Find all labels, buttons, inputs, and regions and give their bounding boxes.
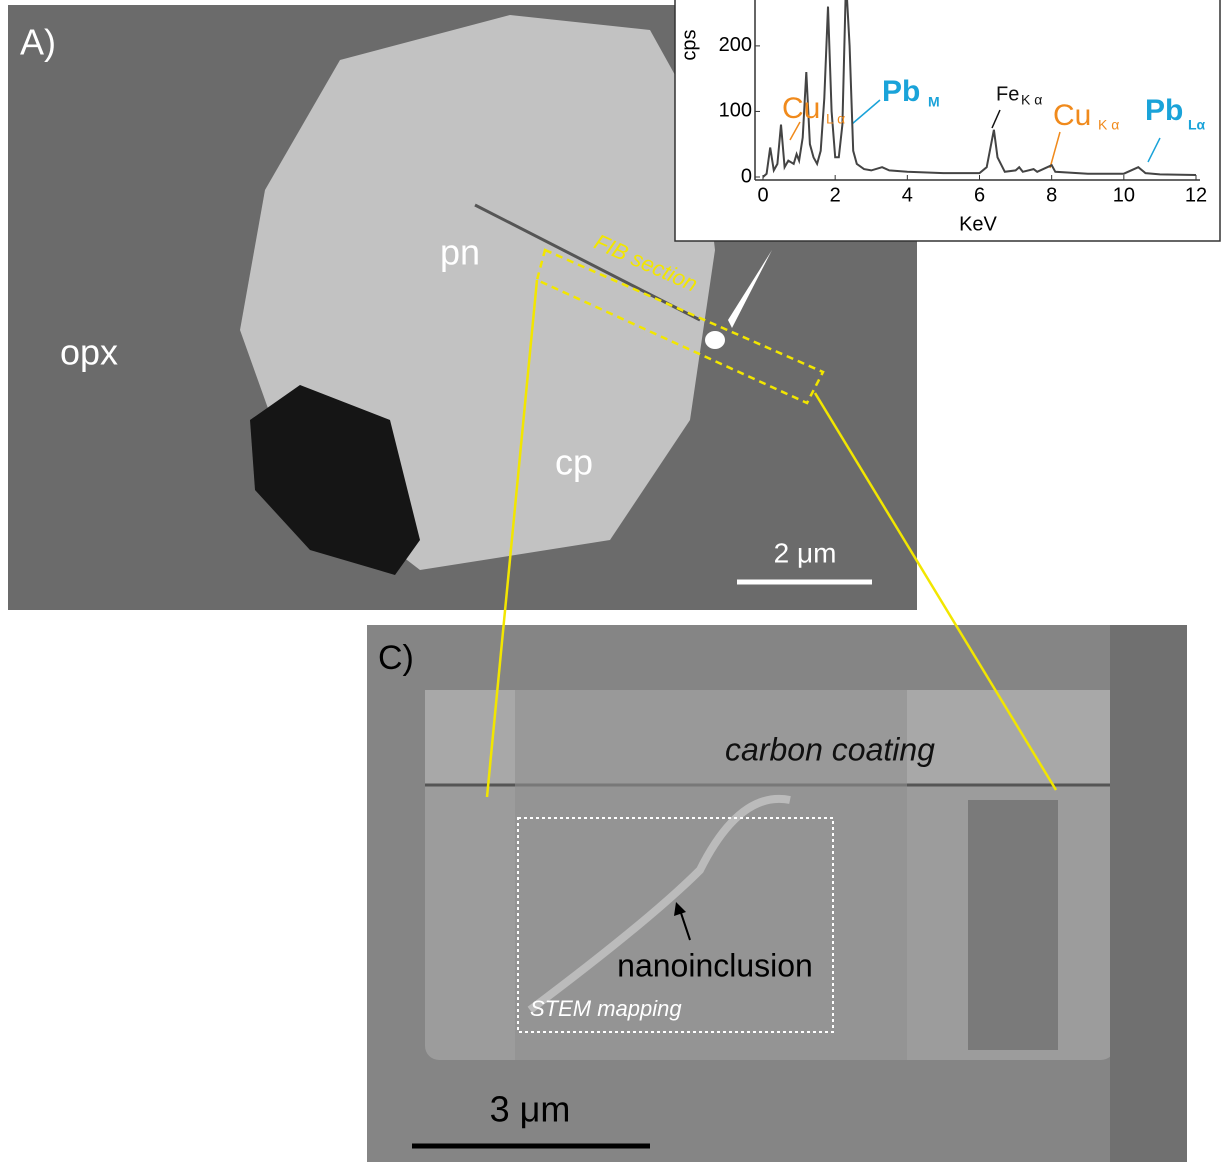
peak-label: Fe — [996, 83, 1019, 105]
y-axis-label: cps — [678, 29, 700, 60]
y-tick-label: 200 — [719, 34, 752, 56]
side-block — [968, 800, 1058, 1050]
scale-label: 3 μm — [490, 1089, 571, 1130]
peak-subscript: M — [928, 94, 940, 110]
phase-label: cp — [555, 442, 593, 483]
x-tick-label: 0 — [757, 184, 768, 206]
nanoinclusion-spot — [705, 331, 725, 349]
peak-label: Cu — [1053, 99, 1091, 132]
phase-label: pn — [440, 232, 480, 273]
panel-label: A) — [20, 22, 56, 63]
side-wall — [1110, 625, 1187, 1162]
peak-label: Pb — [1145, 94, 1183, 127]
x-tick-label: 4 — [902, 184, 913, 206]
peak-subscript: K α — [1098, 117, 1119, 133]
inclusion-label: nanoinclusion — [617, 947, 813, 983]
x-tick-label: 8 — [1046, 184, 1057, 206]
mapping-label: STEM mapping — [530, 996, 682, 1021]
x-axis-label: KeV — [959, 213, 997, 235]
peak-label: Pb — [882, 75, 920, 108]
panel-label: C) — [378, 639, 414, 677]
coating-label: carbon coating — [725, 731, 935, 767]
y-tick-label: 100 — [719, 100, 752, 122]
figure: A) opx pn cp 2 μm FIB section C) carbon … — [0, 0, 1226, 1162]
peak-subscript: Lα — [1188, 117, 1206, 133]
x-tick-label: 6 — [974, 184, 985, 206]
phase-label: opx — [60, 332, 118, 373]
peak-subscript: K α — [1021, 92, 1042, 108]
scale-label: 2 μm — [774, 537, 837, 568]
page: A) opx pn cp 2 μm FIB section C) carbon … — [0, 0, 1226, 1167]
x-tick-label: 2 — [830, 184, 841, 206]
y-tick-label: 0 — [741, 165, 752, 187]
peak-subscript: L α — [826, 111, 845, 127]
peak-label: Cu — [782, 92, 820, 125]
x-tick-label: 12 — [1185, 184, 1207, 206]
x-tick-label: 10 — [1113, 184, 1135, 206]
